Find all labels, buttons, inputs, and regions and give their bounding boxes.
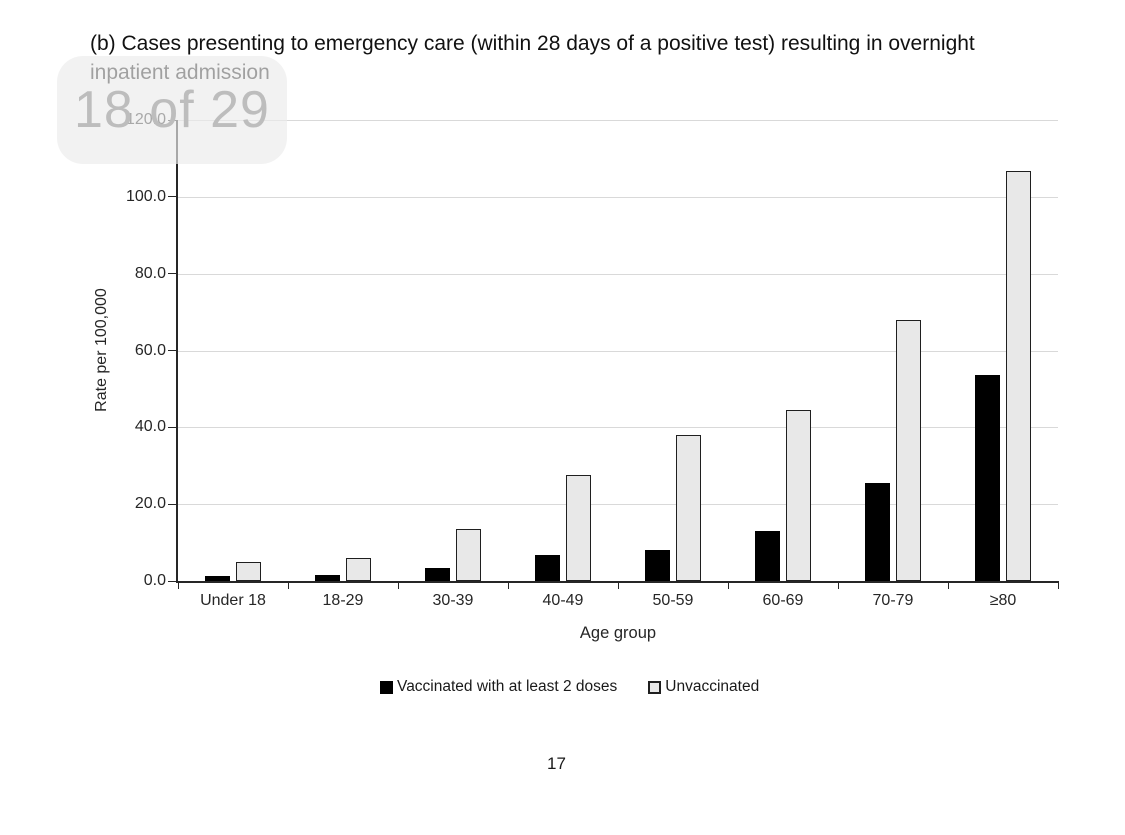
x-tick-mark (617, 581, 619, 589)
y-tick-mark (168, 503, 178, 505)
legend: Vaccinated with at least 2 doses Unvacci… (380, 678, 759, 696)
y-tick-mark (168, 580, 178, 582)
legend-item-unvaccinated: Unvaccinated (648, 678, 759, 696)
y-tick-mark (168, 273, 178, 275)
gridline (178, 350, 1058, 352)
y-tick-mark (168, 350, 178, 351)
gridline (178, 504, 1058, 506)
page-indicator-overlay: 18 of 29 (57, 56, 287, 164)
x-axis-title: Age group (579, 624, 657, 642)
bar-vaccinated (975, 375, 1000, 581)
y-axis-tick-label: 60.0 (134, 341, 166, 359)
bar-vaccinated (535, 554, 560, 581)
gridline (178, 273, 1058, 275)
gridline (178, 120, 1058, 121)
page-number: 17 (547, 754, 566, 773)
bar-unvaccinated (1006, 170, 1031, 581)
y-axis-tick-label: 40.0 (134, 418, 166, 436)
bar-unvaccinated (456, 528, 481, 581)
bar-unvaccinated (236, 561, 261, 581)
bar-unvaccinated (896, 319, 921, 581)
bar-vaccinated (755, 531, 780, 581)
y-axis-tick-label: 20.0 (134, 495, 166, 513)
chart-title-line1: (b) Cases presenting to emergency care (… (90, 32, 975, 55)
page-indicator-text: 18 of 29 (74, 81, 270, 139)
x-tick-mark (727, 581, 729, 589)
legend-item-vaccinated: Vaccinated with at least 2 doses (380, 678, 617, 696)
x-axis-tick-label: 40-49 (542, 592, 584, 609)
bar-vaccinated (645, 549, 670, 581)
x-axis-tick-label: 18-29 (322, 592, 364, 609)
bar-vaccinated (865, 483, 890, 581)
y-axis-tick-label: 100.0 (125, 187, 166, 205)
x-tick-mark (287, 581, 289, 589)
x-tick-mark (507, 581, 509, 589)
bar-unvaccinated (566, 475, 591, 581)
bar-unvaccinated (346, 557, 371, 581)
x-axis-tick-label: 30-39 (432, 592, 474, 609)
legend-marker-vaccinated-icon (380, 680, 393, 694)
y-axis-tick-label: 80.0 (134, 264, 166, 282)
bar-vaccinated (315, 575, 340, 581)
legend-label-unvaccinated: Unvaccinated (665, 678, 760, 695)
legend-marker-unvaccinated-icon (648, 680, 662, 694)
bar-unvaccinated (786, 410, 811, 581)
y-tick-mark (168, 196, 178, 198)
x-axis-tick-label: ≥80 (989, 592, 1017, 609)
legend-label-vaccinated: Vaccinated with at least 2 doses (397, 678, 618, 695)
x-tick-mark (177, 581, 179, 589)
y-tick-mark (168, 426, 178, 428)
x-tick-mark (837, 581, 839, 589)
y-axis-tick-label: 0.0 (143, 572, 166, 589)
bar-vaccinated (205, 576, 230, 581)
x-axis-tick-label: Under 18 (200, 592, 266, 609)
bar-vaccinated (425, 567, 450, 581)
gridline (178, 196, 1058, 198)
gridline (178, 427, 1058, 429)
bar-unvaccinated (676, 435, 701, 581)
x-axis-tick-label: 60-69 (762, 592, 804, 609)
x-tick-mark (1057, 581, 1059, 589)
x-axis-tick-label: 50-59 (652, 592, 694, 609)
x-axis-tick-label: 70-79 (872, 592, 914, 609)
x-tick-mark (947, 581, 949, 589)
x-tick-mark (397, 581, 399, 589)
